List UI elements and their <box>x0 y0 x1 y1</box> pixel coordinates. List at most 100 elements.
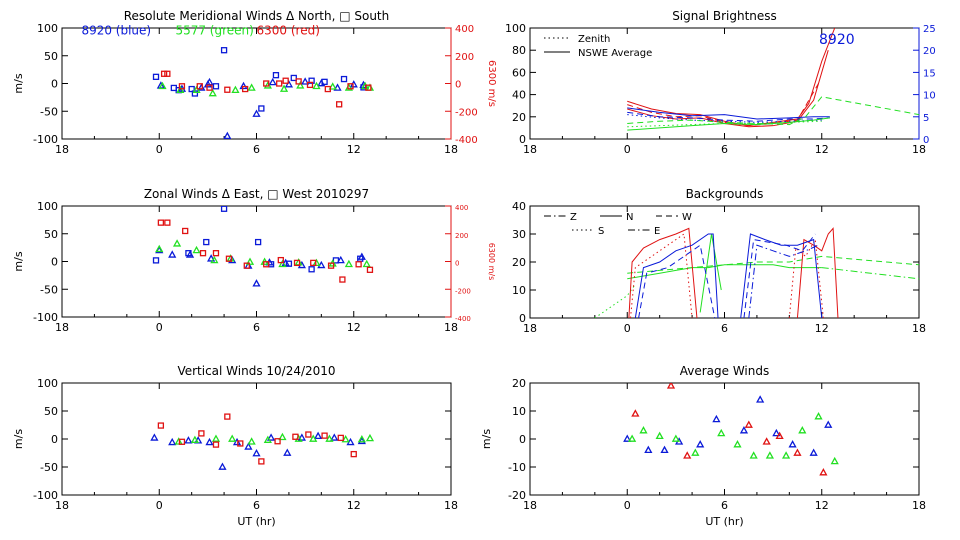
data-point <box>168 437 177 446</box>
data-point <box>347 83 354 90</box>
data-point <box>775 431 784 440</box>
series-line <box>627 96 919 126</box>
y-tick-label: 100 <box>37 377 58 390</box>
data-point <box>324 85 331 93</box>
data-point <box>639 426 648 434</box>
y-tick-label: -10 <box>508 461 526 474</box>
data-point <box>357 436 366 445</box>
data-point <box>350 450 357 458</box>
series-line <box>627 107 830 120</box>
data-point <box>244 442 253 450</box>
y-tick-label: -100 <box>33 489 58 502</box>
y-tick-label: -100 <box>33 133 58 146</box>
data-point <box>301 77 310 85</box>
data-point <box>312 81 321 90</box>
data-point <box>239 81 248 90</box>
data-point <box>164 70 171 77</box>
data-point <box>362 259 371 268</box>
data-point <box>279 84 289 92</box>
legend-annotation: 8920 (blue) <box>81 24 151 38</box>
data-point <box>312 258 321 267</box>
legend-label: S <box>598 226 604 237</box>
series-line <box>740 233 823 318</box>
y-tick-label: 20 <box>512 256 526 269</box>
data-point <box>359 80 368 89</box>
data-point <box>366 266 374 273</box>
y2-tick-label: 20 <box>923 46 936 57</box>
data-point <box>203 238 210 246</box>
y-tick-label: 60 <box>512 66 526 79</box>
data-point <box>283 448 292 456</box>
data-point <box>306 81 314 89</box>
data-point <box>258 105 265 112</box>
data-point <box>212 250 220 257</box>
x-tick-label: 0 <box>624 143 631 156</box>
data-point <box>683 451 692 459</box>
y2-tick-label: 200 <box>455 232 468 240</box>
data-point <box>285 260 293 267</box>
series-line <box>788 238 824 318</box>
data-point <box>272 72 280 79</box>
data-point <box>263 80 270 87</box>
chart-title: Resolute Meridional Winds Δ North, □ Sou… <box>124 9 390 23</box>
chart-title: Signal Brightness <box>672 9 777 23</box>
data-layer <box>152 47 375 139</box>
data-point <box>327 262 335 269</box>
legend-label: Zenith <box>578 34 610 45</box>
y-tick-label: 10 <box>512 284 526 297</box>
y-tick-label: 20 <box>512 377 526 390</box>
data-point <box>157 219 165 226</box>
x-tick-label: 12 <box>815 322 829 335</box>
series-line <box>634 233 719 318</box>
legend-label: N <box>626 212 633 223</box>
data-point <box>245 257 255 265</box>
x-tick-label: 18 <box>444 321 458 334</box>
y2-tick-label: -200 <box>455 107 478 118</box>
data-point <box>155 244 164 253</box>
series-line <box>796 227 839 318</box>
y-tick-label: 20 <box>512 111 526 124</box>
y-tick-label: 0 <box>51 256 58 269</box>
data-point <box>814 412 823 420</box>
x-tick-label: 18 <box>55 143 69 156</box>
data-point <box>824 420 833 428</box>
y2-tick-label: 0 <box>455 80 461 91</box>
chart-title: Vertical Winds 10/24/2010 <box>177 364 335 378</box>
plot-frame <box>529 382 920 496</box>
x-tick-label: 0 <box>624 322 631 335</box>
data-point <box>623 434 632 442</box>
data-point <box>308 266 315 273</box>
data-point <box>247 437 256 445</box>
series-line <box>627 50 829 128</box>
y-tick-label: -20 <box>508 489 526 502</box>
data-point <box>696 440 705 448</box>
x-tick-label: 18 <box>444 143 458 156</box>
y-tick-label: 40 <box>512 200 526 213</box>
x-tick-label: 18 <box>523 322 537 335</box>
data-point <box>224 86 231 93</box>
data-point <box>218 462 227 470</box>
panel-average: Average Winds 18 0 6 12 18 UT (hr) -20 -10 0 10 20 m… <box>480 364 926 528</box>
data-point <box>309 434 318 442</box>
x-tick-label: 6 <box>253 321 260 334</box>
data-point <box>830 456 839 465</box>
series-line <box>627 264 822 280</box>
series-line <box>627 120 822 128</box>
data-point <box>212 83 220 90</box>
legend-annotation: 5577 (green) <box>175 24 253 38</box>
data-point <box>317 78 326 87</box>
panel-meridional: Resolute Meridional Winds Δ North, □ Sou… <box>12 9 497 156</box>
data-point <box>199 250 207 257</box>
y2-axis-label: 6300 m/s <box>486 60 497 107</box>
data-point <box>198 430 205 437</box>
data-point <box>765 451 774 459</box>
data-point <box>336 255 345 264</box>
y2-tick-label: 400 <box>455 204 468 212</box>
y2-tick-label: 200 <box>455 52 474 63</box>
y-tick-label: 0 <box>519 133 526 146</box>
x-tick-label: 18 <box>912 322 926 335</box>
x-tick-label: 6 <box>721 322 728 335</box>
x-tick-label: 12 <box>815 143 829 156</box>
data-point <box>252 279 261 287</box>
